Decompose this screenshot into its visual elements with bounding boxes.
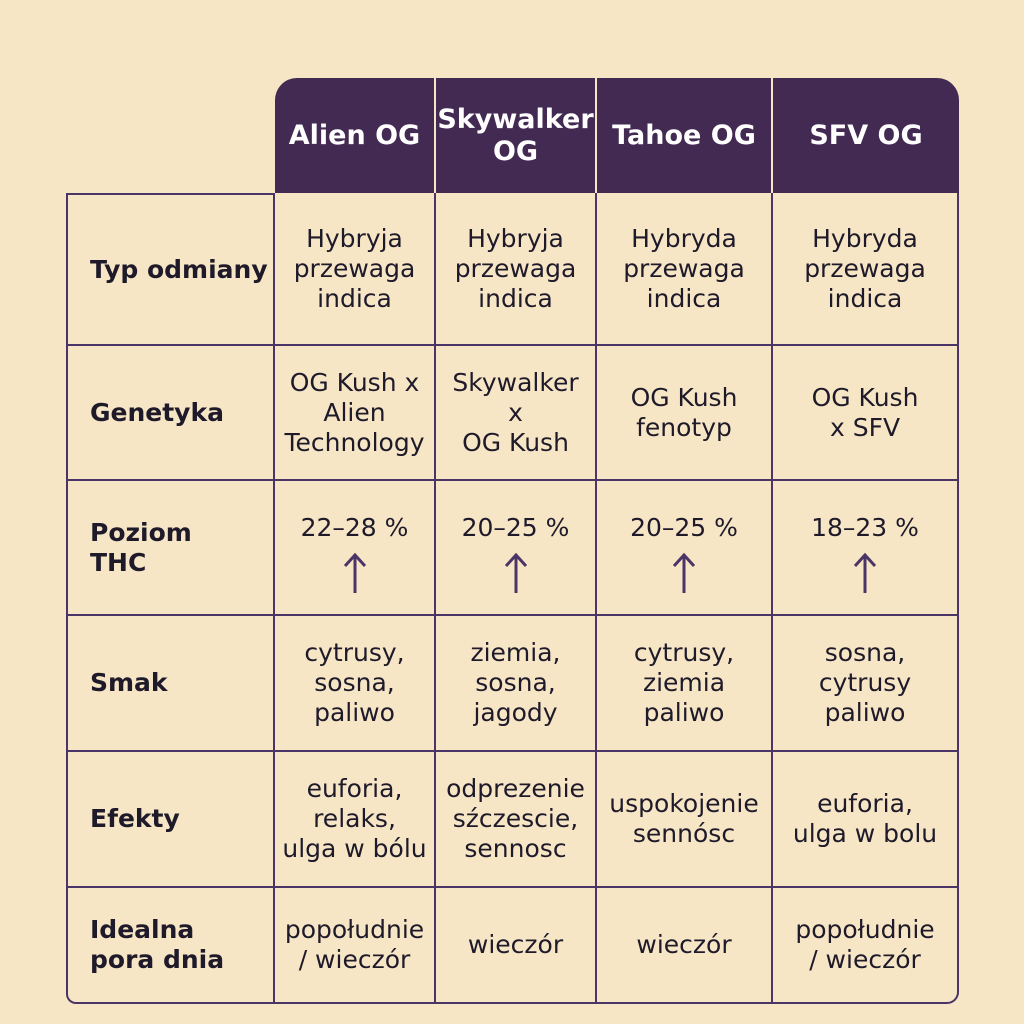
column-header-alien-og: Alien OG xyxy=(275,78,436,193)
table-cell: popołudnie / wieczór xyxy=(275,888,436,1004)
table-cell: wieczór xyxy=(597,888,773,1004)
arrow-up-icon xyxy=(853,552,877,593)
thc-cell: 18–23 % xyxy=(773,481,959,616)
table-cell: ziemia, sosna, jagody xyxy=(436,616,597,752)
row-label-time-of-day: Idealna pora dnia xyxy=(66,888,275,1004)
table-cell: uspokojenie sennósc xyxy=(597,752,773,888)
table-corner xyxy=(66,78,275,193)
row-label-type: Typ odmiany xyxy=(66,193,275,346)
table-cell: sosna, cytrusy paliwo xyxy=(773,616,959,752)
row-label-thc: Poziom THC xyxy=(66,481,275,616)
column-header-sfv-og: SFV OG xyxy=(773,78,959,193)
table-cell: OG Kush x Alien Technology xyxy=(275,346,436,481)
table-cell: Hybryja przewaga indica xyxy=(436,193,597,346)
table-cell: cytrusy, sosna, paliwo xyxy=(275,616,436,752)
arrow-up-icon xyxy=(672,552,696,593)
thc-cell: 20–25 % xyxy=(597,481,773,616)
table-cell: euforia, relaks, ulga w bólu xyxy=(275,752,436,888)
table-cell: OG Kush fenotyp xyxy=(597,346,773,481)
row-label-taste: Smak xyxy=(66,616,275,752)
strain-comparison-table: Alien OG Skywalker OG Tahoe OG SFV OG Ty… xyxy=(66,78,959,1004)
row-label-genetics: Genetyka xyxy=(66,346,275,481)
thc-value: 20–25 % xyxy=(630,513,738,542)
table-cell: Hybryja przewaga indica xyxy=(275,193,436,346)
table-cell: OG Kush x SFV xyxy=(773,346,959,481)
thc-cell: 22–28 % xyxy=(275,481,436,616)
arrow-up-icon xyxy=(343,552,366,593)
table-cell: Skywalker x OG Kush xyxy=(436,346,597,481)
thc-cell: 20–25 % xyxy=(436,481,597,616)
row-label-effects: Efekty xyxy=(66,752,275,888)
table-cell: odprezenie sźczescie, sennosc xyxy=(436,752,597,888)
table-cell: Hybryda przewaga indica xyxy=(597,193,773,346)
column-header-tahoe-og: Tahoe OG xyxy=(597,78,773,193)
table-cell: euforia, ulga w bolu xyxy=(773,752,959,888)
table-cell: cytrusy, ziemia paliwo xyxy=(597,616,773,752)
thc-value: 18–23 % xyxy=(811,513,919,542)
column-header-skywalker-og: Skywalker OG xyxy=(436,78,597,193)
table-cell: Hybryda przewaga indica xyxy=(773,193,959,346)
table-cell: wieczór xyxy=(436,888,597,1004)
thc-value: 22–28 % xyxy=(300,513,409,542)
arrow-up-icon xyxy=(504,552,527,593)
table-cell: popołudnie / wieczór xyxy=(773,888,959,1004)
thc-value: 20–25 % xyxy=(461,513,570,542)
